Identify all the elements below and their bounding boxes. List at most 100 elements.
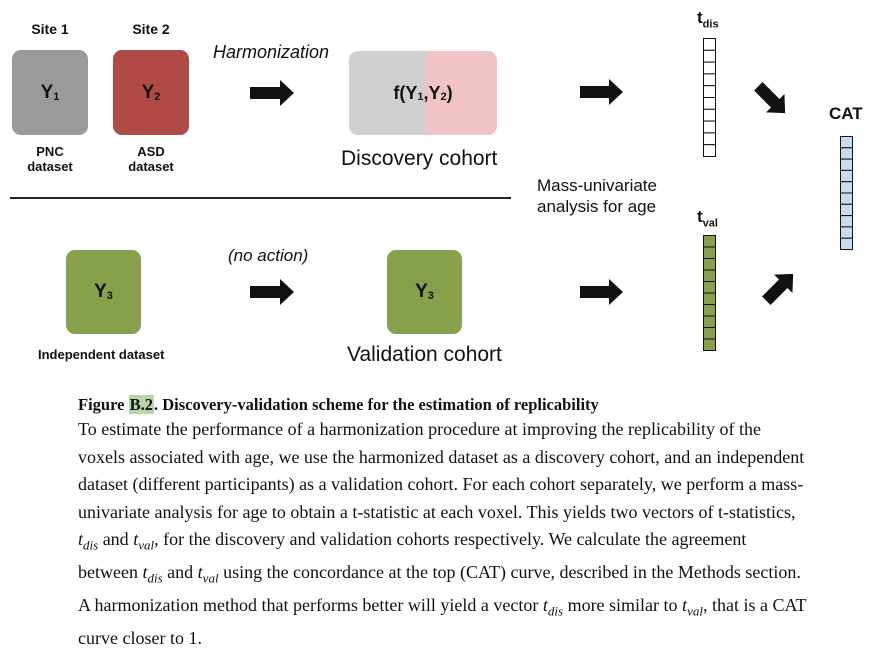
- t-val-label: tval: [697, 207, 718, 229]
- arrow-tval-to-cat: [762, 273, 794, 305]
- harmonized-close: ): [446, 82, 453, 103]
- no-action-label: (no action): [228, 246, 309, 265]
- t-val-cell: [703, 269, 716, 282]
- figure-caption: Figure B.2. Discovery-validation scheme …: [78, 394, 808, 653]
- pnc-dataset-label: PNC dataset: [14, 144, 86, 174]
- caption-tdis-2-t: t: [142, 562, 148, 583]
- caption-and-1: and: [98, 529, 134, 549]
- t-dis-cell: [703, 38, 716, 51]
- harmonized-sub2: 2: [440, 91, 447, 103]
- caption-tdis-3-sub: dis: [547, 603, 564, 619]
- caption-tdis-1-t: t: [78, 529, 84, 549]
- t-dis-t: t: [697, 8, 703, 27]
- y3b-sub: 3: [427, 290, 434, 302]
- mass-univariate-line1: Mass-univariate: [537, 176, 657, 195]
- caption-tval-1-t: t: [133, 529, 139, 549]
- t-val-sub: val: [702, 217, 718, 230]
- harmonized-box-right: [425, 51, 497, 135]
- mass-univariate-label: Mass-univariate analysis for age: [537, 175, 657, 217]
- t-dis-cell: [703, 108, 716, 122]
- cat-cell: [840, 158, 853, 171]
- t-val-cell: [703, 304, 716, 317]
- t-val-cell: [703, 327, 716, 340]
- validation-cohort-label: Validation cohort: [347, 343, 502, 366]
- harmonized-label: f(Y 1 ,Y 2): [349, 51, 497, 135]
- site2-label: Site 2: [132, 21, 170, 37]
- cat-cell: [840, 147, 853, 160]
- t-val-vector: [703, 235, 716, 351]
- discovery-cohort-label: Discovery cohort: [341, 147, 498, 170]
- arrow-no-action: [250, 279, 294, 305]
- t-val-cell: [703, 258, 716, 271]
- caption-tval-1: tval: [133, 529, 154, 553]
- cat-cell: [840, 181, 853, 194]
- y3-sub: 3: [106, 290, 113, 302]
- cat-cell: [840, 237, 853, 250]
- caption-body-part4: more similar to: [563, 595, 683, 616]
- y1-sub: 1: [53, 90, 60, 103]
- caption-tval-3-t: t: [682, 595, 688, 616]
- caption-tval-2-t: t: [197, 562, 203, 583]
- arrow-validation-to-tval: [580, 279, 623, 305]
- t-val-cell: [703, 315, 716, 328]
- caption-and-2: and: [162, 562, 198, 583]
- caption-tdis-1: tdis: [78, 529, 98, 553]
- cat-cell: [840, 169, 853, 183]
- t-dis-cell: [703, 49, 716, 63]
- t-dis-cell: [703, 61, 716, 75]
- caption-tdis-3-t: t: [542, 595, 548, 616]
- t-dis-cell: [703, 132, 716, 146]
- arrow-harmonization: [250, 80, 294, 106]
- harmonization-label: Harmonization: [213, 42, 330, 62]
- t-dis-vector: [703, 38, 716, 157]
- t-val-cell: [703, 235, 716, 248]
- t-dis-cell: [703, 120, 716, 134]
- y2-text: Y: [141, 81, 155, 103]
- caption-title-rest: . Discovery-validation scheme for the es…: [153, 395, 599, 414]
- harmonized-sub1: 1: [417, 91, 424, 103]
- y2-sub: 2: [154, 90, 161, 103]
- t-val-cell: [703, 292, 716, 305]
- t-dis-label: tdis: [697, 8, 719, 30]
- asd-line2: dataset: [128, 159, 174, 174]
- y3-text: Y: [94, 281, 107, 302]
- site1-label: Site 1: [31, 21, 69, 37]
- y3b-text: Y: [415, 281, 428, 302]
- harmonized-f: f(Y: [393, 82, 418, 103]
- caption-tdis-2-sub: dis: [147, 570, 163, 586]
- caption-tval-2: tval: [197, 562, 219, 586]
- caption-body-part2: , for the discovery and validation cohor…: [78, 529, 747, 583]
- arrow-discovery-to-tdis: [580, 79, 623, 105]
- cat-cell: [840, 192, 853, 205]
- independent-dataset-label: Independent dataset: [38, 347, 165, 362]
- cat-cell: [840, 203, 853, 217]
- asd-dataset-label: ASD dataset: [115, 144, 187, 174]
- caption-body-part1: To estimate the performance of a harmoni…: [78, 419, 805, 522]
- harmonized-comma: ,Y: [423, 82, 441, 103]
- diagram-graphics: [10, 38, 853, 351]
- pnc-line2: dataset: [27, 159, 73, 174]
- y1-text: Y: [40, 81, 54, 103]
- t-dis-cell: [703, 97, 716, 110]
- cat-vector: [840, 136, 853, 250]
- caption-tval-1-sub: val: [138, 537, 155, 553]
- caption-tdis-2: tdis: [142, 562, 162, 586]
- t-dis-cell: [703, 73, 716, 87]
- cat-cell: [840, 136, 853, 149]
- caption-figure-number: B.2: [128, 395, 154, 414]
- t-dis-cell: [703, 144, 716, 157]
- mass-univariate-line2: analysis for age: [537, 197, 657, 216]
- caption-tdis-1-sub: dis: [83, 537, 99, 553]
- caption-tval-3-sub: val: [687, 603, 703, 619]
- caption-tdis-3: tdis: [542, 595, 563, 619]
- caption-title: Figure B.2. Discovery-validation scheme …: [78, 394, 808, 416]
- t-dis-cell: [703, 85, 716, 98]
- cat-cell: [840, 215, 853, 228]
- arrow-tdis-to-cat: [754, 82, 786, 114]
- caption-tval-3: tval: [682, 595, 703, 619]
- t-val-cell: [703, 246, 716, 259]
